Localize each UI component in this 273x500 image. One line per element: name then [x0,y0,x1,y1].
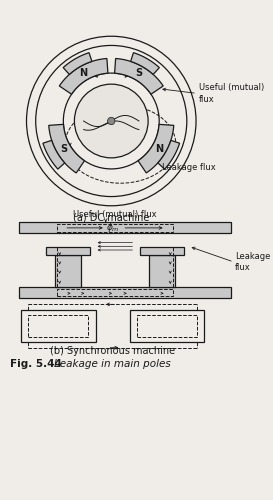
Polygon shape [130,52,159,74]
Text: N: N [79,68,88,78]
Text: Leakage
flux: Leakage flux [235,252,270,272]
Text: Leakage flux: Leakage flux [162,162,216,172]
Bar [130,310,204,342]
Text: N: N [155,144,163,154]
Polygon shape [158,140,180,169]
Circle shape [75,84,148,158]
Bar [19,287,231,298]
Bar [19,222,231,234]
Bar [140,247,184,254]
Text: S: S [135,68,143,78]
Bar [137,316,197,336]
Circle shape [26,36,196,206]
Polygon shape [115,58,163,94]
Text: Useful (mutual)
flux: Useful (mutual) flux [199,83,264,104]
Bar [57,288,173,296]
Text: Leakage in main poles: Leakage in main poles [54,360,171,370]
Text: Useful (mutual) flux: Useful (mutual) flux [73,210,157,218]
Text: Fig. 5.44: Fig. 5.44 [10,360,62,370]
Bar [149,254,175,287]
Text: (a) DC machine: (a) DC machine [73,213,149,223]
Bar [57,224,173,232]
Circle shape [36,46,187,197]
Polygon shape [138,124,174,173]
Circle shape [108,118,115,124]
Bar [55,254,81,287]
Polygon shape [49,124,84,173]
Polygon shape [59,58,108,94]
Bar [28,316,88,336]
Polygon shape [43,140,65,169]
Polygon shape [63,52,92,74]
Bar [21,310,96,342]
Text: $\phi_m$: $\phi_m$ [106,222,120,234]
Bar [46,247,90,254]
Circle shape [63,73,159,169]
Text: S: S [60,144,67,154]
Text: (b) Synchronous machine: (b) Synchronous machine [50,346,175,356]
